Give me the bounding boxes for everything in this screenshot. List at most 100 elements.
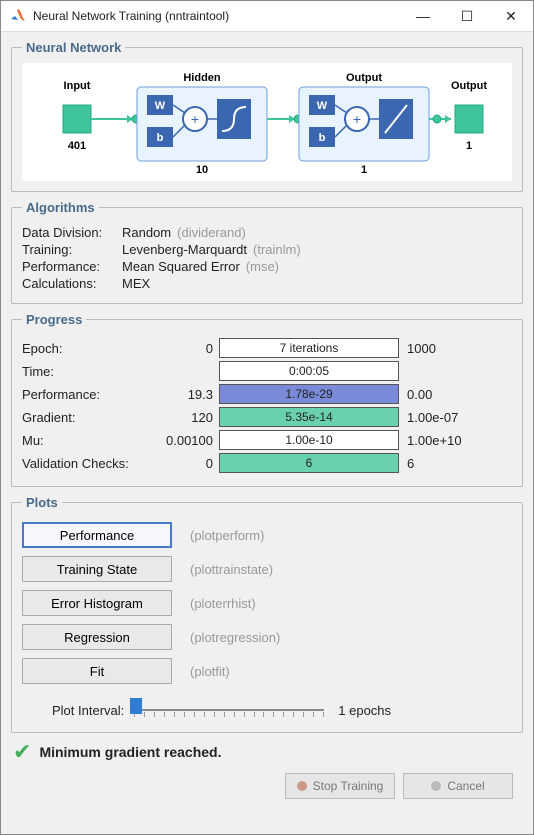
progress-label: Validation Checks:: [22, 456, 158, 471]
progress-start: 120: [158, 410, 219, 425]
plot-button[interactable]: Performance: [22, 522, 172, 548]
plot-button[interactable]: Error Histogram: [22, 590, 172, 616]
progress-row: Gradient:1205.35e-14 1.00e-07: [22, 407, 512, 427]
algorithm-hint: (mse): [246, 259, 279, 274]
content: Neural Network Input 401 Hidden W b: [1, 32, 533, 834]
algorithm-value: Levenberg-Marquardt: [122, 242, 247, 257]
window-title: Neural Network Training (nntraintool): [33, 9, 401, 23]
plot-button[interactable]: Training State: [22, 556, 172, 582]
plot-hint: (plotfit): [190, 664, 230, 679]
algorithm-row: Performance:Mean Squared Error (mse): [22, 259, 512, 274]
plot-interval-value: 1 epochs: [338, 703, 391, 718]
progress-row: Performance:19.31.78e-29 0.00: [22, 384, 512, 404]
progress-start: 19.3: [158, 387, 219, 402]
progress-section: Progress Epoch:07 iterations1000 Time: 0:0…: [11, 312, 523, 487]
progress-text: 1.78e-29: [220, 385, 398, 403]
progress-label: Time:: [22, 364, 158, 379]
progress-text: 1.00e-10: [220, 431, 398, 449]
algorithm-value: Random: [122, 225, 171, 240]
algorithm-hint: (trainlm): [253, 242, 301, 257]
progress-end: 0.00: [407, 387, 432, 402]
algorithm-label: Calculations:: [22, 276, 122, 291]
algorithm-label: Data Division:: [22, 225, 122, 240]
svg-text:Output: Output: [451, 80, 487, 92]
svg-text:W: W: [155, 100, 166, 112]
svg-text:Hidden: Hidden: [183, 72, 221, 84]
progress-row: Validation Checks:066: [22, 453, 512, 473]
plot-row: Performance (plotperform): [22, 518, 512, 552]
matlab-icon: [9, 7, 27, 25]
algorithm-row: Calculations:MEX: [22, 276, 512, 291]
progress-start: 0: [158, 456, 219, 471]
svg-text:1: 1: [361, 164, 367, 176]
plots-legend: Plots: [22, 495, 62, 510]
algorithm-value: Mean Squared Error: [122, 259, 240, 274]
svg-text:Input: Input: [64, 80, 91, 92]
plot-hint: (plottrainstate): [190, 562, 273, 577]
progress-bar: 1.00e-10: [219, 430, 399, 450]
progress-text: 7 iterations: [220, 339, 398, 357]
cancel-icon: [431, 781, 441, 791]
progress-text: 5.35e-14: [220, 408, 398, 426]
progress-bar: 0:00:05: [219, 361, 399, 381]
svg-text:W: W: [317, 100, 328, 112]
algorithm-row: Training:Levenberg-Marquardt(trainlm): [22, 242, 512, 257]
cancel-button[interactable]: Cancel: [403, 773, 513, 799]
svg-text:Output: Output: [346, 72, 382, 84]
plot-interval-label: Plot Interval:: [52, 703, 124, 718]
progress-label: Epoch:: [22, 341, 158, 356]
algorithm-label: Performance:: [22, 259, 122, 274]
maximize-button[interactable]: ☐: [445, 1, 489, 31]
svg-text:+: +: [191, 111, 199, 127]
svg-text:1: 1: [466, 140, 472, 152]
check-icon: ✔: [13, 741, 31, 763]
progress-end: 1.00e-07: [407, 410, 458, 425]
stop-label: Stop Training: [313, 779, 384, 793]
progress-row: Epoch:07 iterations1000: [22, 338, 512, 358]
algorithm-value: MEX: [122, 276, 150, 291]
progress-start: 0.00100: [158, 433, 219, 448]
status-row: ✔ Minimum gradient reached.: [13, 741, 521, 763]
algorithms-section: Algorithms Data Division:Random (dividera…: [11, 200, 523, 304]
status-message: Minimum gradient reached.: [39, 744, 221, 760]
network-legend: Neural Network: [22, 40, 125, 55]
progress-row: Mu:0.001001.00e-10 1.00e+10: [22, 430, 512, 450]
plot-row: Error Histogram (ploterrhist): [22, 586, 512, 620]
algorithm-row: Data Division:Random (dividerand): [22, 225, 512, 240]
titlebar: Neural Network Training (nntraintool) — …: [1, 1, 533, 32]
algorithms-legend: Algorithms: [22, 200, 99, 215]
plot-row: Regression (plotregression): [22, 620, 512, 654]
plot-row: Fit (plotfit): [22, 654, 512, 688]
progress-legend: Progress: [22, 312, 86, 327]
plot-interval-slider[interactable]: [134, 698, 324, 722]
plot-button[interactable]: Regression: [22, 624, 172, 650]
progress-bar: 5.35e-14: [219, 407, 399, 427]
progress-bar: 7 iterations: [219, 338, 399, 358]
progress-label: Mu:: [22, 433, 158, 448]
plot-hint: (plotperform): [190, 528, 264, 543]
stop-training-button[interactable]: Stop Training: [285, 773, 395, 799]
progress-text: 6: [220, 454, 398, 472]
progress-row: Time: 0:00:05: [22, 361, 512, 381]
footer: Stop Training Cancel: [11, 769, 523, 807]
plots-section: Plots Performance (plotperform) Training S…: [11, 495, 523, 733]
plot-row: Training State (plottrainstate): [22, 552, 512, 586]
progress-end: 6: [407, 456, 414, 471]
close-button[interactable]: ✕: [489, 1, 533, 31]
svg-text:10: 10: [196, 164, 208, 176]
svg-text:+: +: [353, 111, 361, 127]
svg-text:b: b: [157, 132, 164, 144]
svg-text:b: b: [319, 132, 326, 144]
minimize-button[interactable]: —: [401, 1, 445, 31]
stop-icon: [297, 781, 307, 791]
progress-start: 0: [158, 341, 219, 356]
plot-hint: (ploterrhist): [190, 596, 256, 611]
progress-text: 0:00:05: [220, 362, 398, 380]
progress-label: Performance:: [22, 387, 158, 402]
algorithm-hint: (dividerand): [177, 225, 246, 240]
cancel-label: Cancel: [447, 779, 484, 793]
progress-end: 1.00e+10: [407, 433, 462, 448]
plot-button[interactable]: Fit: [22, 658, 172, 684]
progress-label: Gradient:: [22, 410, 158, 425]
plot-hint: (plotregression): [190, 630, 280, 645]
